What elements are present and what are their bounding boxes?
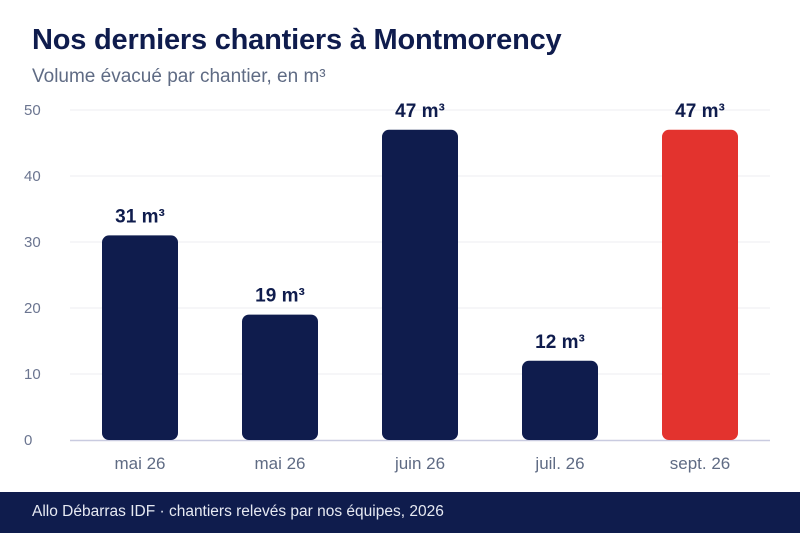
chart-subtitle: Volume évacué par chantier, en m³ <box>32 66 326 87</box>
footer-source-text: Allo Débarras IDF · chantiers relevés pa… <box>32 503 444 520</box>
bar <box>382 129 458 441</box>
bar-value-label: 47 m³ <box>675 101 725 122</box>
bar-value-label: 12 m³ <box>535 332 585 353</box>
y-tick-label: 20 <box>24 300 41 317</box>
x-tick-label: juil. 26 <box>534 454 584 473</box>
x-tick-label: sept. 26 <box>670 454 731 473</box>
bar <box>522 360 598 440</box>
footer-bar: Allo Débarras IDF · chantiers relevés pa… <box>0 492 800 533</box>
y-tick-label: 0 <box>24 432 32 449</box>
y-tick-label: 40 <box>24 168 41 185</box>
bar <box>662 129 738 441</box>
bar-chart: 0 10 20 30 40 50 31 m³ mai 26 19 m³ mai 26 47 m³ ju… <box>24 101 770 473</box>
y-tick-label: 30 <box>24 234 41 251</box>
y-tick-label: 50 <box>24 102 41 119</box>
x-tick-label: mai 26 <box>114 454 165 473</box>
x-tick-label: juin 26 <box>394 454 445 473</box>
bar-value-label: 31 m³ <box>115 206 165 227</box>
bar-value-label: 19 m³ <box>255 286 305 307</box>
chart-title: Nos derniers chantiers à Montmorency <box>32 24 562 56</box>
bar <box>242 314 318 440</box>
bar-value-label: 47 m³ <box>395 101 445 122</box>
y-tick-label: 10 <box>24 366 41 383</box>
x-tick-label: mai 26 <box>254 454 305 473</box>
bar <box>102 235 178 440</box>
